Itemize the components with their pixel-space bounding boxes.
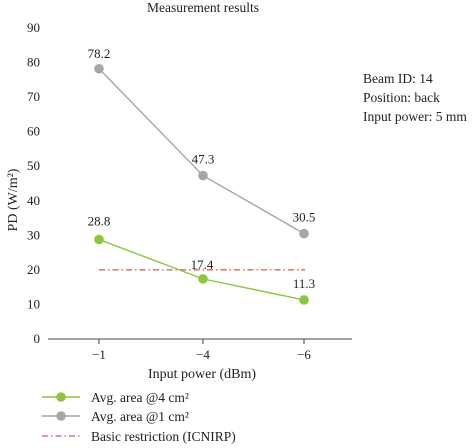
y-tick-label: 70 — [27, 89, 40, 104]
x-tick-label: −6 — [297, 347, 311, 362]
beam-id-text: Beam ID: 14 — [363, 71, 433, 86]
legend-swatch-marker — [56, 411, 66, 421]
data-label: 28.8 — [88, 213, 111, 228]
data-point — [299, 228, 309, 239]
data-label: 11.3 — [293, 276, 315, 291]
position-text: Position: back — [363, 90, 440, 105]
y-tick-label: 80 — [27, 55, 40, 70]
data-point — [198, 170, 208, 181]
data-point — [198, 274, 208, 284]
data-label: 47.3 — [192, 152, 215, 167]
data-point — [299, 295, 309, 305]
x-tick-label: −4 — [196, 347, 210, 362]
y-tick-label: 50 — [27, 158, 40, 173]
legend-label: Basic restriction (ICNIRP) — [91, 429, 236, 444]
input-power-text: Input power: 5 mm — [363, 109, 467, 124]
legend-label: Avg. area @1 cm² — [91, 409, 189, 424]
info-box: Beam ID: 14 Position: back Input power: … — [363, 71, 467, 124]
legend-label: Avg. area @4 cm² — [91, 390, 189, 405]
x-axis: −1 −4 −6 — [48, 338, 352, 362]
data-label: 78.2 — [88, 46, 111, 61]
y-tick-label: 40 — [27, 193, 40, 208]
y-tick-label: 0 — [34, 331, 41, 346]
y-tick-label: 90 — [27, 20, 40, 35]
data-label: 30.5 — [293, 210, 316, 225]
legend-swatch-marker — [56, 392, 66, 402]
legend: Avg. area @4 cm² Avg. area @1 cm² Basic re… — [42, 390, 236, 444]
chart-title: Measurement results — [147, 0, 259, 15]
y-tick-label: 10 — [27, 296, 40, 311]
series-layer: 28.8 17.4 11.3 78.2 47.3 30.5 — [88, 46, 316, 305]
y-tick-label: 60 — [27, 124, 40, 139]
y-axis-label: PD (W/m²) — [6, 168, 21, 231]
data-label: 17.4 — [191, 257, 214, 272]
x-tick-label: −1 — [92, 347, 106, 362]
y-axis: 0 10 20 30 40 50 60 70 80 90 — [27, 20, 40, 346]
y-tick-label: 20 — [27, 262, 40, 277]
data-point — [94, 234, 104, 245]
x-axis-label: Input power (dBm) — [148, 367, 256, 382]
y-tick-label: 30 — [27, 227, 40, 242]
data-point — [94, 63, 104, 74]
